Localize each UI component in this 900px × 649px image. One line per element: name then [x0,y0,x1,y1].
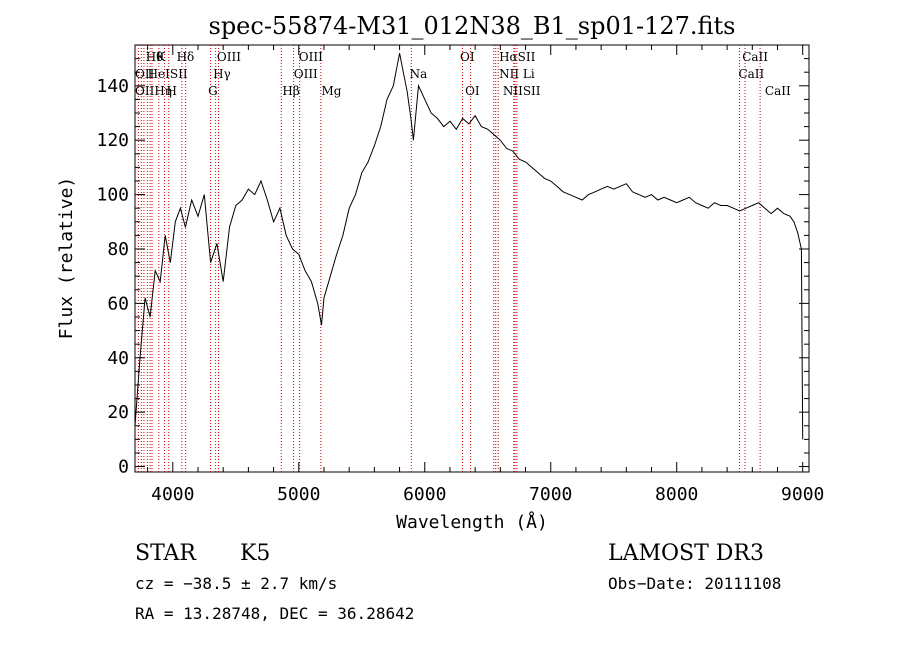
x-axis-label: Wavelength (Å) [396,511,548,533]
x-tick-label-1: 5000 [277,484,320,505]
spectrum-line [134,53,804,440]
line-label-row2-6: CaII [738,67,764,81]
plot-frame [134,44,810,473]
line-label-row1-2: Hδ [177,50,195,64]
line-label-row2-1: HeISII [148,67,188,81]
line-label-row2-2: Hγ [213,67,231,81]
x-tick-label-3: 7000 [529,484,572,505]
y-tick-label-7: 140 [96,76,129,97]
y-tick-label-3: 60 [107,293,129,314]
line-label-row3-1: H [166,84,176,98]
line-label-row2-3: OIII [294,67,318,81]
line-label-row1-6: HαSII [499,50,536,64]
line-label-row3-7: CaII [765,84,791,98]
x-axis: 4000 5000 6000 7000 8000 9000 [147,45,824,505]
line-label-row1-4: OIII [299,50,323,64]
chart-title: spec-55874-M31_012N38_B1_sp01-127.fits [209,12,736,40]
x-tick-label-5: 9000 [781,484,824,505]
obs-date: Obs−Date: 20111108 [608,574,781,593]
x-tick-label-4: 8000 [655,484,698,505]
line-label-row3-4: Mg [321,84,341,98]
line-label-row1-1: K [156,50,166,64]
line-label-row3-6: NIISII [503,84,541,98]
line-label-row3-2: G [208,84,218,98]
survey-name: LAMOST DR3 [608,541,764,566]
y-axis-label: Flux (relative) [56,177,77,340]
line-label-row1-7: CaII [742,50,768,64]
object-class: STAR [135,541,197,566]
line-label-row3-3: Hβ [282,84,299,98]
line-label-row2-4: Na [410,67,428,81]
line-label-row1-0: Hθ [146,50,164,64]
y-tick-label-5: 100 [96,185,129,206]
x-tick-label-0: 4000 [151,484,194,505]
line-label-row1-3: OIII [217,50,241,64]
coordinates: RA = 13.28748, DEC = 36.28642 [135,604,414,623]
line-label-row2-0: OII [135,67,155,81]
line-markers [137,45,761,472]
y-tick-label-0: 0 [118,457,129,478]
y-axis: 0 20 40 60 80 100 120 140 [96,58,809,478]
line-label-row3-5: OI [465,84,480,98]
y-tick-label-1: 20 [107,402,129,423]
x-tick-label-2: 6000 [403,484,446,505]
y-tick-label-4: 80 [107,239,129,260]
redshift-cz: cz = −38.5 ± 2.7 km/s [135,574,337,593]
object-subclass: K5 [240,541,270,566]
line-label-row3-0: OIIHη [135,84,172,98]
line-label-row1-5: OI [460,50,475,64]
y-tick-label-2: 40 [107,348,129,369]
line-label-row2-5: NII Li [499,67,535,81]
y-tick-label-6: 120 [96,130,129,151]
